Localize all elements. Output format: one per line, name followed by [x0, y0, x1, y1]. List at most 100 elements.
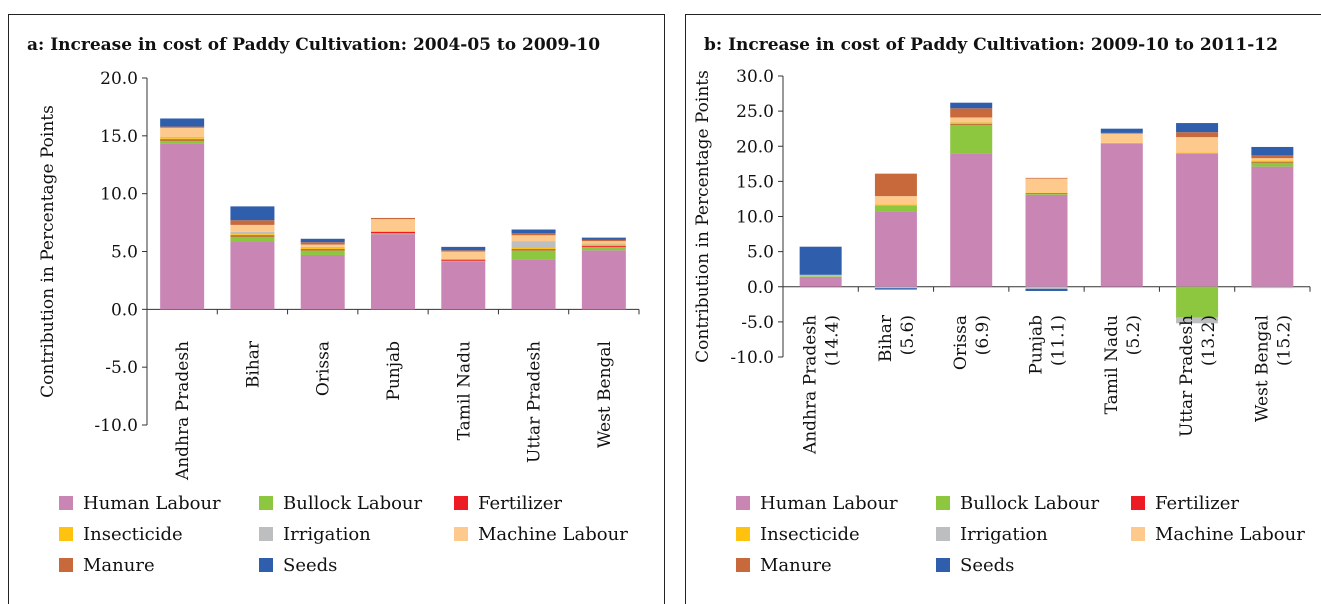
y-axis-label: Contribution in Percentage Points — [693, 70, 713, 363]
x-tick-label: West Bengal — [595, 341, 615, 448]
y-tick-label: 5.0 — [111, 243, 138, 263]
bar-human-labour — [1100, 143, 1143, 287]
legend-label: Manure — [760, 554, 832, 576]
bar-bullock-labour — [874, 205, 917, 212]
legend-item: Seeds — [259, 553, 337, 577]
x-tick-label: (14.4) — [823, 315, 843, 366]
legend-label: Machine Labour — [1155, 523, 1305, 545]
bar-bullock-labour — [300, 250, 345, 255]
legend-swatch — [259, 496, 273, 510]
chart-panel-a: a: Increase in cost of Paddy Cultivation… — [8, 14, 665, 604]
y-tick-label: 15.0 — [736, 172, 774, 192]
bar-bullock-labour — [230, 236, 275, 242]
x-tick-label: Bihar — [243, 340, 263, 388]
bar-bullock-labour — [441, 260, 486, 262]
y-tick-label: 20.0 — [736, 137, 774, 157]
y-tick-label: 0.0 — [747, 278, 774, 298]
legend-label: Machine Labour — [478, 523, 628, 545]
bar-insecticide — [160, 138, 205, 140]
bar-irrigation — [799, 274, 842, 277]
bar-manure — [1100, 132, 1143, 134]
bar-bullock-labour — [1251, 162, 1294, 167]
y-tick-label: -10.0 — [730, 348, 774, 368]
bar-machine-labour — [441, 251, 486, 260]
bar-irrigation — [230, 231, 275, 235]
legend-swatch — [936, 496, 950, 510]
bar-seeds — [581, 237, 626, 240]
legend-swatch — [736, 527, 750, 541]
bar-irrigation — [160, 136, 205, 139]
bar-seeds — [511, 229, 556, 233]
bar-fertilizer — [1251, 161, 1294, 163]
bar-machine-labour — [230, 224, 275, 232]
y-tick-label: 25.0 — [736, 102, 774, 122]
bar-human-labour — [1025, 194, 1068, 287]
bar-bullock-labour — [1025, 194, 1068, 195]
bar-human-labour — [160, 143, 205, 310]
legend-swatch — [59, 527, 73, 541]
x-tick-label: Orissa — [951, 315, 971, 370]
bar-insecticide — [950, 122, 993, 124]
bar-insecticide — [874, 204, 917, 206]
x-tick-label: (11.1) — [1049, 315, 1069, 366]
legend-item: Irrigation — [259, 522, 371, 546]
bar-seeds — [441, 246, 486, 251]
bar-irrigation — [950, 121, 993, 123]
x-tick-label: Uttar Pradesh — [1177, 315, 1197, 437]
bar-machine-labour — [160, 127, 205, 137]
x-tick-label: Uttar Pradesh — [525, 341, 545, 463]
bar-human-labour — [230, 241, 275, 310]
bar-irrigation — [1251, 286, 1294, 289]
bar-manure — [1176, 132, 1219, 138]
y-tick-label: 10.0 — [736, 208, 774, 228]
legend-item: Bullock Labour — [936, 491, 1099, 515]
bar-manure — [441, 250, 486, 252]
bar-machine-labour — [511, 235, 556, 242]
legend-swatch — [736, 496, 750, 510]
legend-label: Insecticide — [760, 523, 860, 545]
bar-bullock-labour — [799, 276, 842, 277]
bar-insecticide — [1176, 152, 1219, 154]
y-axis-label: Contribution in Percentage Points — [38, 105, 58, 398]
bar-human-labour — [511, 259, 556, 310]
chart-title: a: Increase in cost of Paddy Cultivation… — [27, 35, 601, 55]
legend-item: Manure — [59, 553, 155, 577]
bar-insecticide — [371, 230, 415, 232]
legend-swatch — [1131, 527, 1145, 541]
bar-insecticide — [1025, 192, 1068, 194]
x-tick-label: (5.6) — [898, 315, 918, 355]
bar-seeds — [1025, 288, 1068, 291]
bar-manure — [1025, 177, 1068, 179]
bar-manure — [874, 173, 917, 197]
bar-fertilizer — [1025, 193, 1068, 195]
y-tick-label: 10.0 — [100, 185, 138, 205]
bar-machine-labour — [1100, 133, 1143, 143]
x-tick-label: Andhra Pradesh — [173, 341, 193, 481]
bar-manure — [230, 220, 275, 225]
bar-human-labour — [371, 234, 415, 310]
legend-item: Fertilizer — [454, 491, 562, 515]
bar-manure — [950, 108, 993, 118]
bar-seeds — [799, 246, 842, 275]
legend-swatch — [259, 527, 273, 541]
bar-fertilizer — [511, 249, 556, 251]
bar-irrigation — [874, 286, 917, 289]
bar-irrigation — [1176, 317, 1219, 324]
bar-machine-labour — [1176, 137, 1219, 153]
bar-insecticide — [511, 248, 556, 250]
bar-human-labour — [441, 261, 486, 310]
x-tick-label: Tamil Nadu — [454, 341, 474, 440]
legend-label: Irrigation — [960, 523, 1048, 545]
y-tick-label: 0.0 — [111, 300, 138, 320]
x-tick-label: West Bengal — [1252, 315, 1272, 422]
y-tick-label: 30.0 — [736, 67, 774, 87]
bar-seeds — [230, 206, 275, 221]
legend-label: Seeds — [283, 554, 338, 576]
legend-item: Human Labour — [736, 491, 898, 515]
bar-irrigation — [300, 246, 345, 249]
bar-seeds — [1251, 146, 1294, 156]
bar-irrigation — [511, 241, 556, 249]
bar-machine-labour — [581, 241, 626, 244]
x-tick-label: Bihar — [876, 314, 896, 362]
legend-label: Manure — [83, 554, 155, 576]
